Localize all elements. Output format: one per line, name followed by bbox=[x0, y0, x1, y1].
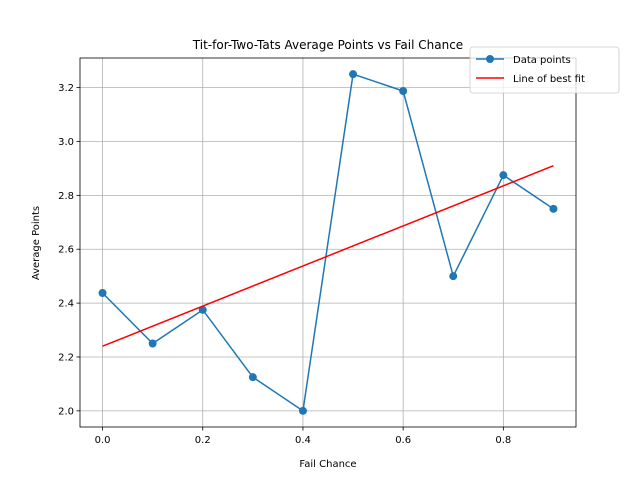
y-tick-label: 2.4 bbox=[58, 299, 74, 310]
y-tick-label: 2.0 bbox=[58, 406, 74, 417]
data-point-marker bbox=[449, 272, 458, 281]
best-fit-line bbox=[102, 165, 554, 347]
y-tick-label: 3.0 bbox=[58, 137, 74, 148]
data-point-marker bbox=[349, 70, 358, 79]
data-point-marker bbox=[399, 86, 408, 95]
data-point-marker bbox=[248, 373, 257, 382]
legend-label: Line of best fit bbox=[513, 74, 585, 85]
data-point-marker bbox=[298, 406, 307, 415]
y-tick-label: 2.6 bbox=[58, 245, 74, 256]
series-layer bbox=[98, 70, 558, 415]
legend-label: Data points bbox=[513, 55, 571, 66]
data-points-line bbox=[102, 73, 554, 413]
y-tick-label: 2.8 bbox=[58, 191, 74, 202]
legend-box bbox=[469, 46, 620, 94]
legend: Data points Line of best fit bbox=[469, 46, 620, 94]
data-point-marker bbox=[98, 289, 107, 298]
legend-swatch-marker bbox=[486, 55, 494, 63]
axis-ticks: 0.0 0.2 0.4 0.6 0.8 2.0 2.2 2.4 2.6 2.8 3.0 3.2 bbox=[58, 83, 511, 446]
x-tick-label: 0.6 bbox=[395, 435, 411, 446]
y-axis-label: Average Points bbox=[31, 206, 42, 280]
x-tick-label: 0.8 bbox=[495, 435, 511, 446]
x-axis-label: Fail Chance bbox=[299, 459, 356, 470]
x-tick-label: 0.0 bbox=[95, 435, 111, 446]
chart-title: Tit-for-Two-Tats Average Points vs Fail … bbox=[192, 38, 463, 52]
data-point-marker bbox=[148, 339, 157, 348]
data-point-marker bbox=[549, 204, 558, 213]
x-tick-label: 0.2 bbox=[195, 435, 211, 446]
data-point-marker bbox=[499, 171, 508, 180]
x-tick-label: 0.4 bbox=[295, 435, 311, 446]
y-tick-label: 3.2 bbox=[58, 83, 74, 94]
plot-frame bbox=[79, 57, 577, 428]
data-point-marker bbox=[198, 305, 207, 314]
y-tick-label: 2.2 bbox=[58, 352, 74, 363]
